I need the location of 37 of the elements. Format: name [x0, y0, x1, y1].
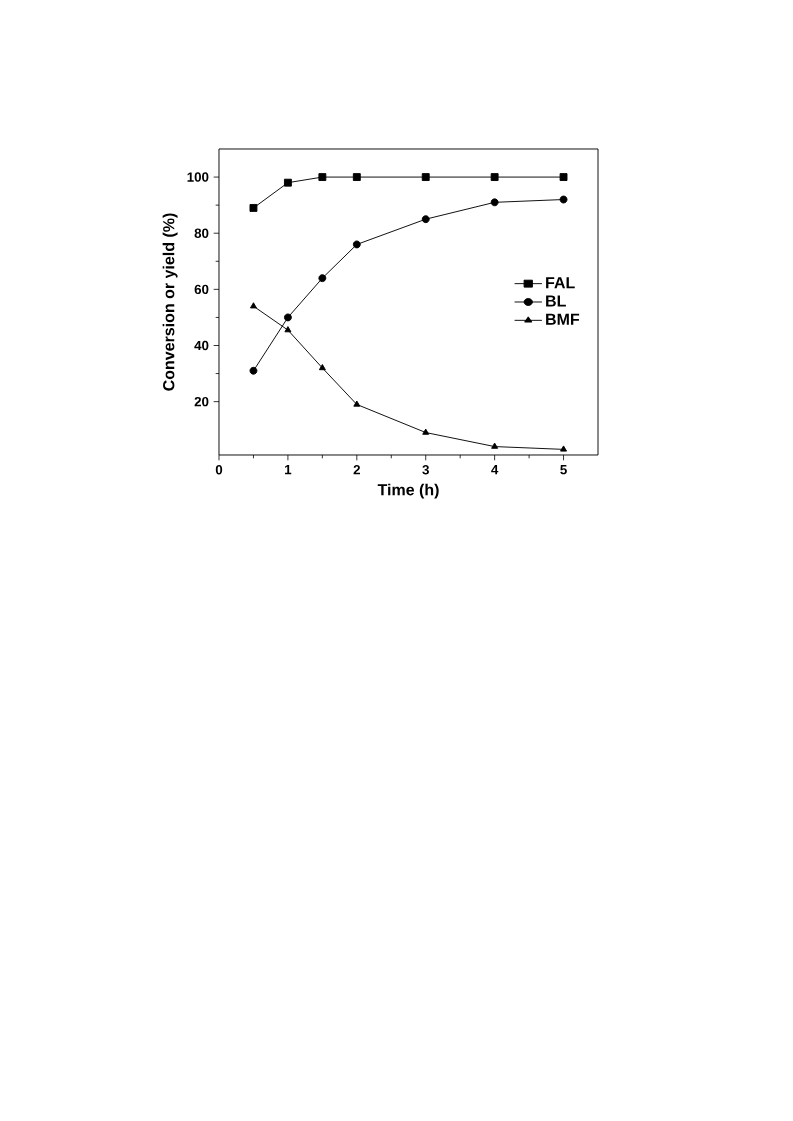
point: [490, 173, 499, 181]
point: [353, 400, 361, 407]
y-tick-label: 40: [194, 340, 209, 351]
point: [421, 173, 430, 181]
point: [422, 428, 430, 435]
point: [249, 204, 258, 212]
x-tick-label: 3: [422, 465, 429, 475]
point: [283, 178, 292, 187]
point: [559, 173, 568, 181]
point: [491, 442, 499, 449]
point: [560, 445, 568, 452]
point: [352, 173, 361, 181]
legend-label: BL: [546, 295, 566, 307]
x-tick-label: 0: [215, 465, 223, 475]
x-axis-title: Time (h): [377, 483, 439, 499]
point: [318, 274, 327, 283]
legend-label: FAL: [546, 277, 575, 289]
point: [318, 364, 326, 371]
point: [421, 215, 430, 224]
legend-label: BMF: [546, 313, 580, 325]
point: [352, 240, 361, 249]
x-tick-label: 4: [491, 465, 499, 475]
point: [249, 366, 258, 375]
y-tick-label: 80: [194, 228, 209, 238]
x-tick-label: 2: [353, 465, 360, 475]
point: [559, 195, 568, 204]
x-tick-label: 5: [560, 465, 567, 475]
point: [283, 313, 292, 322]
y-tick-label: 20: [194, 396, 209, 407]
point: [318, 173, 327, 181]
point: [249, 302, 257, 309]
x-tick-label: 1: [285, 465, 292, 475]
point: [284, 326, 292, 333]
y-tick-label: 60: [194, 284, 209, 295]
y-tick-label: 100: [187, 172, 209, 182]
y-axis-title: Conversion or yield (%): [162, 213, 178, 391]
point: [490, 198, 499, 207]
